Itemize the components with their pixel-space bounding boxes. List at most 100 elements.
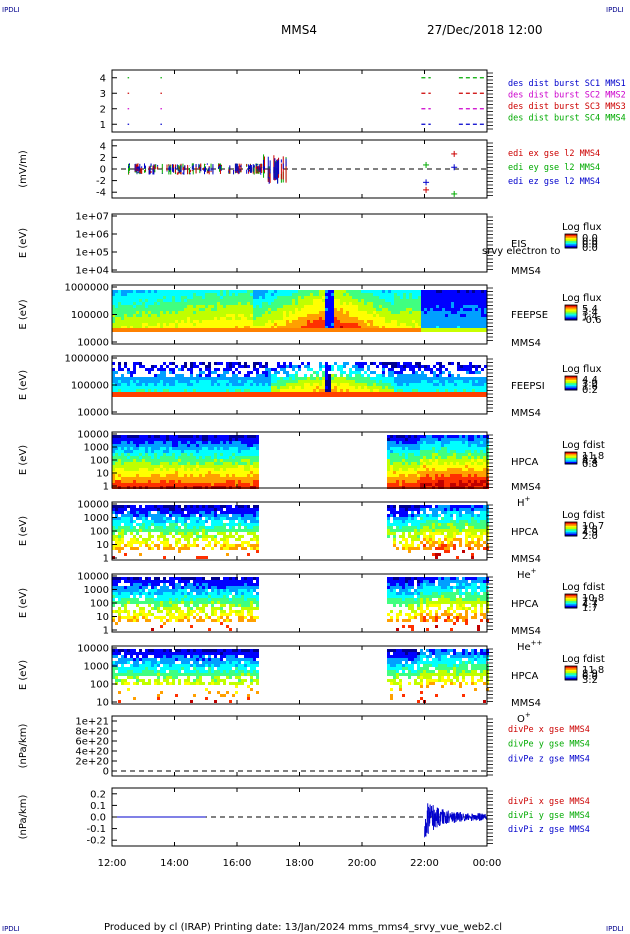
- spectrogram-cell: [418, 290, 421, 293]
- y-tick-label: 100000: [71, 381, 109, 392]
- spectrogram-cell: [367, 308, 370, 311]
- spectrogram-cell: [166, 471, 169, 474]
- spectrogram-cell: [388, 305, 391, 308]
- spectrogram-cell: [175, 456, 178, 459]
- spectrogram-cell: [217, 311, 220, 314]
- spectrogram-cell: [394, 302, 397, 305]
- spectrogram-cell: [205, 392, 208, 397]
- spectrogram-cell: [426, 474, 429, 477]
- spectrogram-cell: [157, 462, 160, 465]
- spectrogram-cell: [472, 365, 475, 368]
- spectrogram-cell: [472, 308, 475, 311]
- spectrogram-cell: [217, 305, 220, 308]
- spectrogram-cell: [328, 389, 331, 392]
- spectrogram-cell: [280, 305, 283, 308]
- spectrogram-cell: [277, 296, 280, 299]
- spectrogram-cell: [466, 392, 469, 397]
- spectrogram-cell: [160, 438, 163, 441]
- spectrogram-cell: [193, 438, 196, 441]
- spectrogram-cell: [187, 320, 190, 323]
- spectrogram-cell: [441, 462, 444, 465]
- spectrogram-cell: [220, 314, 223, 317]
- spectrogram-cell: [456, 477, 459, 480]
- spectrogram-cell: [450, 468, 453, 471]
- spectrogram-cell: [187, 468, 190, 471]
- spectrogram-cell: [451, 317, 454, 320]
- spectrogram-cell: [184, 311, 187, 314]
- spectrogram-cell: [130, 480, 133, 483]
- spectrogram-cell: [124, 320, 127, 323]
- spectrogram-cell: [450, 477, 453, 480]
- spectrogram-cell: [436, 311, 439, 314]
- spectrogram-cell: [277, 317, 280, 320]
- spectrogram-cell: [388, 311, 391, 314]
- spectrogram-cell: [130, 441, 133, 444]
- spectrogram-cell: [169, 305, 172, 308]
- spectrogram-cell: [166, 477, 169, 480]
- spectrogram-cell: [387, 483, 390, 486]
- spectrogram-cell: [475, 377, 478, 380]
- spectrogram-cell: [388, 314, 391, 317]
- spectrogram-cell: [202, 317, 205, 320]
- spectrogram-cell: [483, 480, 486, 483]
- spectrogram-cell: [433, 311, 436, 314]
- spectrogram-cell: [460, 293, 463, 296]
- spectrogram-cell: [439, 374, 442, 377]
- spectrogram-cell: [220, 438, 223, 441]
- spectrogram-cell: [196, 389, 199, 392]
- spectrogram-cell: [469, 392, 472, 397]
- spectrogram-cell: [373, 299, 376, 302]
- spectrogram-cell: [202, 447, 205, 450]
- spectrogram-cell: [346, 308, 349, 311]
- spectrogram-cell: [259, 308, 262, 311]
- spectrogram-cell: [151, 328, 154, 332]
- spectrogram-cell: [468, 447, 471, 450]
- spectrogram-cell: [343, 392, 346, 397]
- spectrogram-cell: [262, 311, 265, 314]
- spectrogram-cell: [435, 435, 438, 438]
- spectrogram-cell: [124, 447, 127, 450]
- spectrogram-cell: [454, 326, 457, 329]
- spectrogram-cell: [235, 450, 238, 453]
- spectrogram-cell: [232, 328, 235, 332]
- spectrogram-cell: [166, 383, 169, 386]
- spectrogram-cell: [436, 386, 439, 389]
- spectrogram-cell: [157, 456, 160, 459]
- spectrogram-cell: [463, 290, 466, 293]
- spectrogram-cell: [421, 323, 424, 326]
- spectrogram-cell: [145, 305, 148, 308]
- spectrogram-cell: [166, 441, 169, 444]
- spectrogram-cell: [118, 305, 121, 308]
- spectrogram-cell: [163, 302, 166, 305]
- spectrogram-cell: [253, 447, 256, 450]
- spectrogram-cell: [238, 323, 241, 326]
- spectrogram-cell: [415, 389, 418, 392]
- spectrogram-cell: [232, 477, 235, 480]
- spectrogram-cell: [331, 377, 334, 380]
- spectrogram-cell: [157, 311, 160, 314]
- spectrogram-cell: [190, 477, 193, 480]
- spectrogram-cell: [142, 377, 145, 380]
- spectrogram-cell: [402, 465, 405, 468]
- spectrogram-cell: [325, 317, 328, 320]
- spectrogram-cell: [184, 447, 187, 450]
- spectrogram-cell: [226, 328, 229, 332]
- spectrogram-cell: [355, 389, 358, 392]
- spectrogram-cell: [229, 299, 232, 302]
- spectrogram-cell: [235, 328, 238, 332]
- spectrogram-cell: [295, 374, 298, 377]
- spectrogram-cell: [136, 308, 139, 311]
- spectrogram-cell: [121, 311, 124, 314]
- spectrogram-cell: [145, 380, 148, 383]
- spectrogram-cell: [196, 308, 199, 311]
- spectrogram-cell: [214, 444, 217, 447]
- colorbar-swatch: [565, 246, 577, 248]
- spectrogram-cell: [118, 453, 121, 456]
- spectrogram-cell: [154, 311, 157, 314]
- spectrogram-cell: [409, 314, 412, 317]
- spectrogram-cell: [379, 362, 382, 365]
- spectrogram-cell: [202, 299, 205, 302]
- spectrogram-cell: [190, 383, 193, 386]
- spectrogram-cell: [477, 474, 480, 477]
- spectrogram-cell: [130, 483, 133, 486]
